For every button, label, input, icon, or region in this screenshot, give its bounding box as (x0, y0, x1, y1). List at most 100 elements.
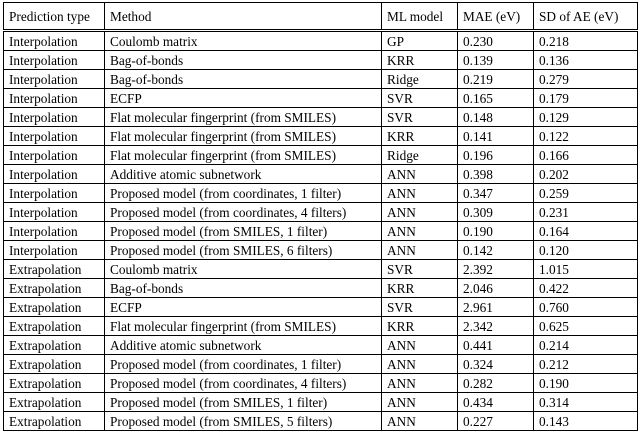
table-cell: Extrapolation (3, 411, 105, 431)
table-cell: Proposed model (from SMILES, 5 filters) (104, 411, 382, 431)
table-cell: ECFP (104, 297, 382, 317)
table-cell: 0.136 (533, 50, 638, 70)
table-row: Extrapolation ECFP SVR 2.961 0.760 (3, 297, 638, 317)
table-cell: ECFP (104, 88, 382, 108)
table-cell: 0.179 (533, 88, 638, 108)
table-cell: SVR (381, 297, 458, 317)
table-cell: Ridge (381, 145, 458, 165)
table-cell: Interpolation (3, 126, 105, 146)
table-cell: Flat molecular fingerprint (from SMILES) (104, 316, 382, 336)
table-row: Extrapolation Additive atomic subnetwork A… (3, 335, 638, 355)
table-cell: Interpolation (3, 202, 105, 222)
table-cell: 0.190 (457, 221, 534, 241)
table-cell: ANN (381, 183, 458, 203)
table-cell: 2.342 (457, 316, 534, 336)
table-row: Interpolation Flat molecular fingerprint … (3, 145, 638, 165)
table-cell: Interpolation (3, 145, 105, 165)
table-cell: Flat molecular fingerprint (from SMILES) (104, 126, 382, 146)
table-cell: Ridge (381, 69, 458, 89)
results-table: Prediction type Method ML model MAE (eV) SD … (3, 2, 638, 431)
table-cell: 0.324 (457, 354, 534, 374)
table-cell: 0.422 (533, 278, 638, 298)
table-cell: 0.120 (533, 240, 638, 260)
table-cell: 0.441 (457, 335, 534, 355)
table-cell: 0.279 (533, 69, 638, 89)
table-cell: ANN (381, 221, 458, 241)
table-row: Extrapolation Proposed model (from coordi… (3, 373, 638, 393)
table-cell: 0.231 (533, 202, 638, 222)
header-cell: Method (104, 2, 382, 31)
table-cell: 0.218 (533, 30, 638, 51)
table-cell: 0.309 (457, 202, 534, 222)
table-cell: 0.347 (457, 183, 534, 203)
table-cell: Coulomb matrix (104, 30, 382, 51)
table-row: Interpolation Proposed model (from SMILES… (3, 221, 638, 241)
table-cell: ANN (381, 392, 458, 412)
page: {"table": { "header": ["Prediction type"… (3, 2, 638, 431)
header-cell: SD of AE (eV) (533, 2, 638, 31)
table-cell: ANN (381, 411, 458, 431)
table-cell: 0.398 (457, 164, 534, 184)
table-cell: Proposed model (from SMILES, 6 filters) (104, 240, 382, 260)
table-cell: Proposed model (from coordinates, 4 filt… (104, 202, 382, 222)
table-row: Interpolation Flat molecular fingerprint … (3, 107, 638, 127)
table-cell: 0.165 (457, 88, 534, 108)
table-cell: GP (381, 30, 458, 51)
table-row: Extrapolation Flat molecular fingerprint … (3, 316, 638, 336)
table-row: Interpolation Proposed model (from SMILES… (3, 240, 638, 260)
table-cell: Interpolation (3, 107, 105, 127)
table-cell: 0.142 (457, 240, 534, 260)
table-cell: Extrapolation (3, 316, 105, 336)
header-cell: Prediction type (3, 2, 105, 31)
table-cell: 0.760 (533, 297, 638, 317)
table-row: Interpolation Coulomb matrix GP 0.230 0.218 (3, 30, 638, 51)
table-row: Interpolation Bag-of-bonds Ridge 0.219 0.279 (3, 69, 638, 89)
table-cell: 0.141 (457, 126, 534, 146)
table-cell: Interpolation (3, 183, 105, 203)
table-cell: 0.625 (533, 316, 638, 336)
table-cell: Additive atomic subnetwork (104, 335, 382, 355)
table-cell: 0.259 (533, 183, 638, 203)
table-cell: 2.392 (457, 259, 534, 279)
table-cell: Extrapolation (3, 373, 105, 393)
table-cell: ANN (381, 373, 458, 393)
table-cell: Coulomb matrix (104, 259, 382, 279)
table-cell: 0.122 (533, 126, 638, 146)
table-cell: 0.164 (533, 221, 638, 241)
table-row: Extrapolation Proposed model (from SMILES… (3, 392, 638, 412)
table-row: Extrapolation Bag-of-bonds KRR 2.046 0.422 (3, 278, 638, 298)
table-row: Interpolation Additive atomic subnetwork A… (3, 164, 638, 184)
table-cell: SVR (381, 88, 458, 108)
table-cell: 0.202 (533, 164, 638, 184)
table-cell: Proposed model (from coordinates, 1 filt… (104, 183, 382, 203)
table-cell: Interpolation (3, 88, 105, 108)
table-cell: KRR (381, 278, 458, 298)
table-cell: Proposed model (from SMILES, 1 filter) (104, 221, 382, 241)
table-cell: KRR (381, 50, 458, 70)
table-cell: Interpolation (3, 50, 105, 70)
table-cell: Extrapolation (3, 354, 105, 374)
table-cell: ANN (381, 240, 458, 260)
table-cell: Extrapolation (3, 259, 105, 279)
table-cell: 0.212 (533, 354, 638, 374)
table-cell: ANN (381, 335, 458, 355)
table-row: Interpolation ECFP SVR 0.165 0.179 (3, 88, 638, 108)
table-cell: 2.046 (457, 278, 534, 298)
table-cell: KRR (381, 126, 458, 146)
table-row: Interpolation Bag-of-bonds KRR 0.139 0.136 (3, 50, 638, 70)
table-cell: Extrapolation (3, 335, 105, 355)
table-cell: Proposed model (from SMILES, 1 filter) (104, 392, 382, 412)
table-body: Interpolation Coulomb matrix GP 0.230 0.218 I… (3, 30, 638, 431)
table-cell: Bag-of-bonds (104, 69, 382, 89)
table-cell: ANN (381, 164, 458, 184)
table-row: Interpolation Proposed model (from coordi… (3, 183, 638, 203)
table-cell: Bag-of-bonds (104, 50, 382, 70)
table-cell: 0.148 (457, 107, 534, 127)
table-cell: 0.214 (533, 335, 638, 355)
table-cell: Extrapolation (3, 278, 105, 298)
header-cell: ML model (381, 2, 458, 31)
table-cell: 0.219 (457, 69, 534, 89)
header-cell: MAE (eV) (457, 2, 534, 31)
table-row: Interpolation Proposed model (from coordi… (3, 202, 638, 222)
table-cell: Additive atomic subnetwork (104, 164, 382, 184)
